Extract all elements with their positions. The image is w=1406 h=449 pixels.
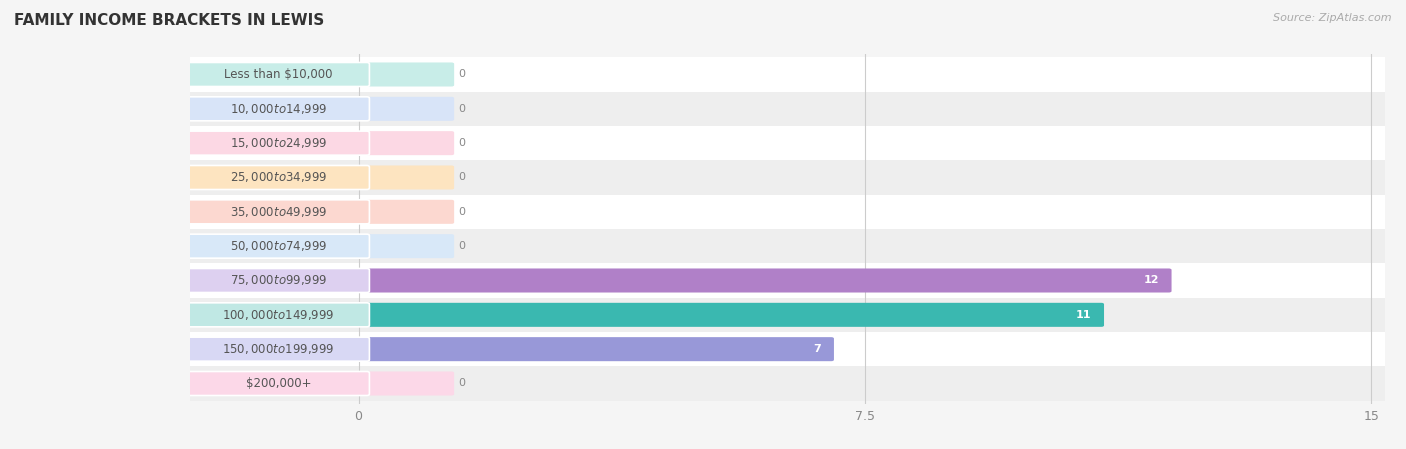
FancyBboxPatch shape bbox=[356, 131, 454, 155]
Text: Source: ZipAtlas.com: Source: ZipAtlas.com bbox=[1274, 13, 1392, 23]
FancyBboxPatch shape bbox=[187, 200, 370, 224]
FancyBboxPatch shape bbox=[356, 269, 1171, 292]
Text: 0: 0 bbox=[458, 241, 465, 251]
FancyBboxPatch shape bbox=[187, 234, 370, 258]
FancyBboxPatch shape bbox=[187, 97, 370, 121]
Bar bbox=[190, 366, 1385, 401]
Text: 0: 0 bbox=[458, 172, 465, 182]
Bar bbox=[190, 57, 1385, 92]
Bar bbox=[190, 126, 1385, 160]
FancyBboxPatch shape bbox=[356, 234, 454, 258]
Text: $150,000 to $199,999: $150,000 to $199,999 bbox=[222, 342, 335, 356]
Text: 12: 12 bbox=[1143, 276, 1159, 286]
Text: 7: 7 bbox=[813, 344, 821, 354]
Text: 0: 0 bbox=[458, 104, 465, 114]
Text: $50,000 to $74,999: $50,000 to $74,999 bbox=[229, 239, 328, 253]
FancyBboxPatch shape bbox=[187, 269, 370, 292]
Bar bbox=[190, 229, 1385, 263]
Text: 0: 0 bbox=[458, 379, 465, 388]
Text: Less than $10,000: Less than $10,000 bbox=[224, 68, 332, 81]
Bar bbox=[190, 92, 1385, 126]
FancyBboxPatch shape bbox=[187, 337, 370, 361]
FancyBboxPatch shape bbox=[356, 337, 834, 361]
Text: 0: 0 bbox=[458, 70, 465, 79]
Text: 11: 11 bbox=[1076, 310, 1091, 320]
Bar bbox=[190, 298, 1385, 332]
FancyBboxPatch shape bbox=[356, 97, 454, 121]
Text: $15,000 to $24,999: $15,000 to $24,999 bbox=[229, 136, 328, 150]
FancyBboxPatch shape bbox=[187, 62, 370, 87]
FancyBboxPatch shape bbox=[187, 303, 370, 327]
FancyBboxPatch shape bbox=[187, 371, 370, 396]
FancyBboxPatch shape bbox=[356, 62, 454, 87]
Text: $75,000 to $99,999: $75,000 to $99,999 bbox=[229, 273, 328, 287]
Text: $200,000+: $200,000+ bbox=[246, 377, 311, 390]
Text: $25,000 to $34,999: $25,000 to $34,999 bbox=[229, 171, 328, 185]
Bar bbox=[190, 195, 1385, 229]
Text: $10,000 to $14,999: $10,000 to $14,999 bbox=[229, 102, 328, 116]
FancyBboxPatch shape bbox=[187, 166, 370, 189]
FancyBboxPatch shape bbox=[356, 166, 454, 189]
Text: $100,000 to $149,999: $100,000 to $149,999 bbox=[222, 308, 335, 322]
FancyBboxPatch shape bbox=[356, 371, 454, 396]
FancyBboxPatch shape bbox=[187, 131, 370, 155]
FancyBboxPatch shape bbox=[356, 303, 1104, 327]
Bar bbox=[190, 332, 1385, 366]
Bar bbox=[190, 160, 1385, 195]
Text: 0: 0 bbox=[458, 138, 465, 148]
Text: 0: 0 bbox=[458, 207, 465, 217]
FancyBboxPatch shape bbox=[356, 200, 454, 224]
Bar bbox=[190, 263, 1385, 298]
Text: FAMILY INCOME BRACKETS IN LEWIS: FAMILY INCOME BRACKETS IN LEWIS bbox=[14, 13, 325, 28]
Text: $35,000 to $49,999: $35,000 to $49,999 bbox=[229, 205, 328, 219]
